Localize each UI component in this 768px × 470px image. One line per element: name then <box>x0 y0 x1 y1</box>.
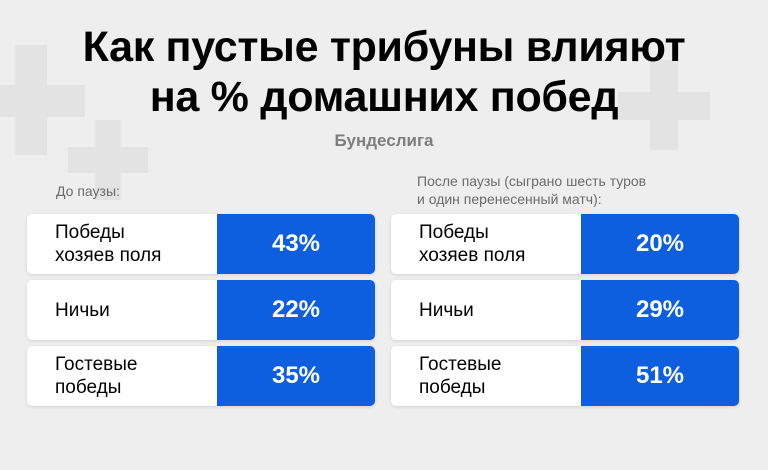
stat-label: Гостевые победы <box>55 354 138 398</box>
stat-row-draws-before: Ничьи 22% <box>27 280 375 340</box>
stat-value: 51% <box>581 346 739 406</box>
title-line-1: Как пустые трибуны влияют <box>82 23 686 71</box>
stat-value: 35% <box>217 346 375 406</box>
stat-row-draws-after: Ничьи 29% <box>391 280 739 340</box>
stat-value: 20% <box>581 214 739 274</box>
before-pause-caption: До паузы: <box>56 183 120 199</box>
stat-label: Ничьи <box>55 299 110 321</box>
stat-label: Гостевые победы <box>419 354 502 398</box>
page-title: Как пустые трибуны влияют на % домашних … <box>0 22 768 122</box>
stat-value: 43% <box>217 214 375 274</box>
stat-label: Победы хозяев поля <box>55 222 162 266</box>
stat-label: Ничьи <box>419 299 474 321</box>
stat-label: Победы хозяев поля <box>419 222 526 266</box>
title-line-2: на % домашних побед <box>149 73 619 121</box>
chart-subtitle: Бундеслига <box>334 131 434 150</box>
stat-value: 22% <box>217 280 375 340</box>
stat-row-away-wins-before: Гостевые победы 35% <box>27 346 375 406</box>
stat-value: 29% <box>581 280 739 340</box>
stat-row-home-wins-after: Победы хозяев поля 20% <box>391 214 739 274</box>
stat-row-home-wins-before: Победы хозяев поля 43% <box>27 214 375 274</box>
stat-row-away-wins-after: Гостевые победы 51% <box>391 346 739 406</box>
after-pause-caption: После паузы (сыграно шесть туров и один … <box>417 173 647 207</box>
